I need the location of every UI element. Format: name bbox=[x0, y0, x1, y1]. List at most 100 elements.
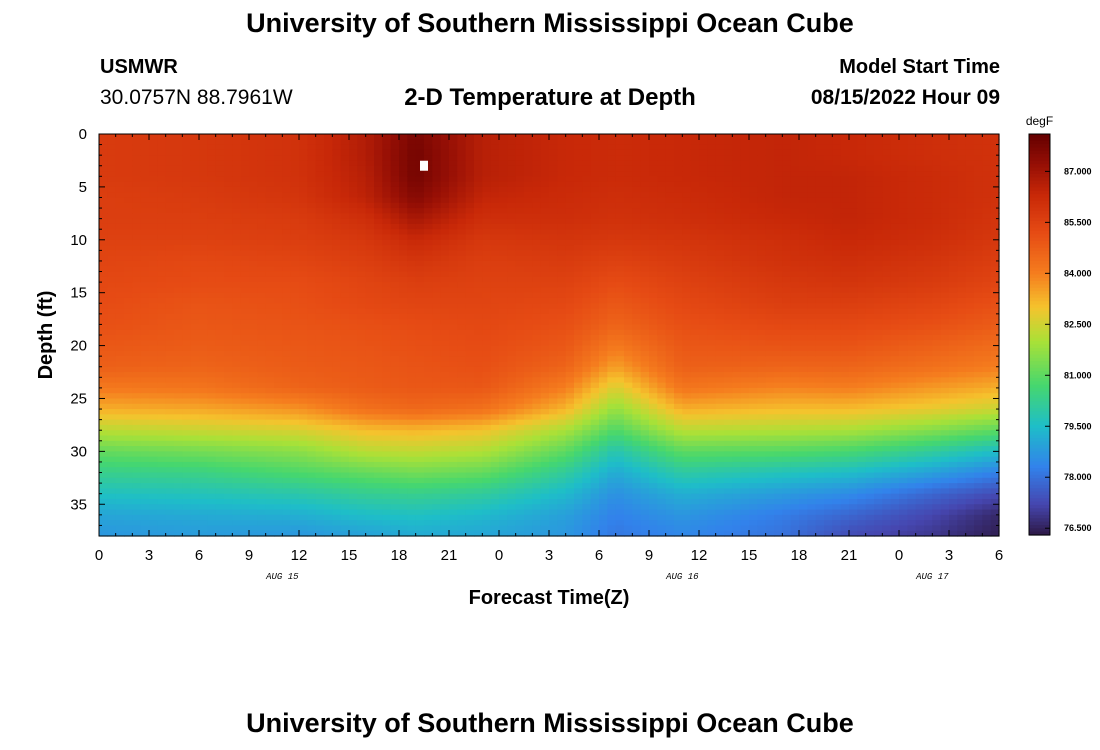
heatmap-cell bbox=[524, 319, 533, 326]
heatmap-cell bbox=[357, 520, 367, 527]
heatmap-cell bbox=[499, 366, 508, 373]
heatmap-cell bbox=[290, 403, 300, 410]
heatmap-cell bbox=[115, 260, 125, 267]
heatmap-cell bbox=[215, 197, 225, 204]
heatmap-cell bbox=[515, 409, 525, 415]
heatmap-cell bbox=[315, 477, 325, 484]
heatmap-cell bbox=[390, 430, 400, 437]
heatmap-cell bbox=[582, 451, 592, 458]
heatmap-cell bbox=[324, 414, 333, 421]
heatmap-cell bbox=[165, 361, 175, 368]
heatmap-cell bbox=[507, 313, 517, 320]
model-start-label: Model Start Time bbox=[839, 56, 1000, 78]
heatmap-cell bbox=[332, 176, 342, 183]
heatmap-cell bbox=[349, 139, 358, 146]
heatmap-cell bbox=[299, 155, 308, 162]
heatmap-cell bbox=[282, 340, 292, 347]
heatmap-cell bbox=[607, 414, 617, 421]
heatmap-cell bbox=[582, 282, 592, 288]
heatmap-cell bbox=[290, 340, 300, 347]
heatmap-cell bbox=[482, 340, 492, 347]
heatmap-cell bbox=[424, 271, 433, 278]
heatmap-cell bbox=[557, 165, 567, 172]
heatmap-cell bbox=[265, 171, 275, 177]
heatmap-cell bbox=[615, 208, 625, 214]
heatmap-cell bbox=[407, 382, 417, 389]
heatmap-cell bbox=[424, 350, 433, 357]
heatmap-cell bbox=[182, 271, 192, 278]
heatmap-cell bbox=[515, 234, 525, 241]
heatmap-cell bbox=[440, 229, 450, 236]
heatmap-cell bbox=[215, 229, 225, 236]
heatmap-cell bbox=[515, 319, 525, 326]
heatmap-cell bbox=[357, 245, 367, 251]
heatmap-cell bbox=[532, 192, 542, 199]
heatmap-cell bbox=[165, 461, 175, 468]
heatmap-cell bbox=[440, 155, 450, 162]
heatmap-cell bbox=[382, 297, 392, 304]
heatmap-cell bbox=[290, 356, 300, 363]
heatmap-cell bbox=[232, 387, 242, 394]
heatmap-cell bbox=[257, 223, 267, 230]
heatmap-cell bbox=[99, 451, 108, 458]
heatmap-cell bbox=[290, 382, 300, 389]
heatmap-cell bbox=[182, 292, 192, 299]
heatmap-cell bbox=[457, 488, 467, 495]
heatmap-cell bbox=[349, 276, 358, 283]
heatmap-cell bbox=[207, 372, 217, 378]
heatmap-cell bbox=[124, 530, 133, 537]
heatmap-cell bbox=[624, 435, 633, 442]
heatmap-cell bbox=[107, 234, 117, 241]
heatmap-cell bbox=[324, 144, 333, 151]
heatmap-cell bbox=[340, 192, 350, 199]
heatmap-cell bbox=[157, 329, 167, 336]
heatmap-cell bbox=[257, 467, 267, 474]
heatmap-cell bbox=[240, 493, 250, 500]
heatmap-cell bbox=[340, 514, 350, 521]
heatmap-cell bbox=[249, 456, 258, 463]
heatmap-cell bbox=[257, 493, 267, 500]
heatmap-cell bbox=[490, 403, 500, 410]
heatmap-cell bbox=[499, 393, 508, 400]
heatmap-cell bbox=[132, 297, 142, 304]
heatmap-cell bbox=[615, 340, 625, 347]
heatmap-cell bbox=[315, 520, 325, 527]
heatmap-cell bbox=[457, 467, 467, 474]
heatmap-cell bbox=[399, 525, 408, 532]
heatmap-cell bbox=[215, 366, 225, 373]
heatmap-cell bbox=[424, 498, 433, 505]
heatmap-cell bbox=[382, 149, 392, 156]
heatmap-cell bbox=[507, 403, 517, 410]
heatmap-cell bbox=[224, 382, 233, 389]
heatmap-cell bbox=[465, 223, 475, 230]
heatmap-cell bbox=[557, 155, 567, 162]
heatmap-cell bbox=[224, 340, 233, 347]
heatmap-cell bbox=[349, 372, 358, 378]
heatmap-cell bbox=[565, 424, 575, 431]
heatmap-cell bbox=[240, 520, 250, 527]
heatmap-cell bbox=[449, 451, 458, 458]
heatmap-cell bbox=[165, 292, 175, 299]
heatmap-cell bbox=[132, 488, 142, 495]
heatmap-cell bbox=[482, 335, 492, 341]
heatmap-cell bbox=[332, 498, 342, 505]
heatmap-cell bbox=[582, 424, 592, 431]
heatmap-cell bbox=[449, 520, 458, 527]
heatmap-cell bbox=[390, 446, 400, 452]
heatmap-cell bbox=[290, 276, 300, 283]
heatmap-cell bbox=[274, 192, 283, 199]
heatmap-cell bbox=[149, 504, 158, 511]
heatmap-cell bbox=[449, 134, 458, 140]
heatmap-cell bbox=[265, 472, 275, 479]
heatmap-cell bbox=[115, 266, 125, 273]
heatmap-cell bbox=[174, 440, 183, 447]
heatmap-cell bbox=[274, 266, 283, 273]
heatmap-cell bbox=[224, 372, 233, 378]
heatmap-cell bbox=[215, 530, 225, 537]
heatmap-cell bbox=[415, 324, 425, 331]
heatmap-cell bbox=[440, 403, 450, 410]
heatmap-cell bbox=[507, 509, 517, 516]
heatmap-cell bbox=[590, 509, 600, 516]
heatmap-cell bbox=[474, 493, 483, 500]
heatmap-cell bbox=[490, 514, 500, 521]
